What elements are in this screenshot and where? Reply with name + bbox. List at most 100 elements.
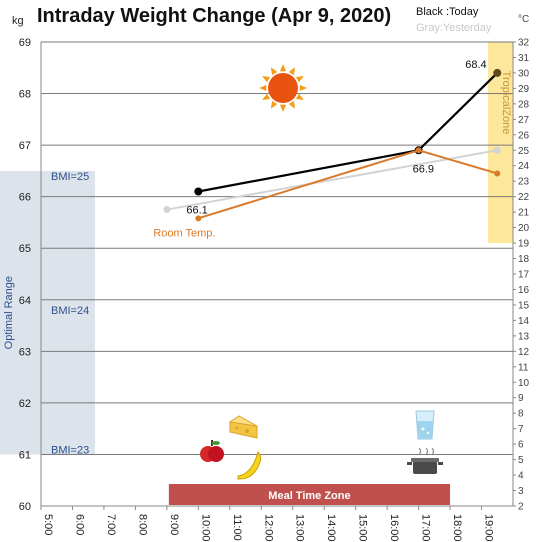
series-line-today — [198, 72, 499, 193]
apple-body-right — [208, 446, 224, 462]
data-label-today: 68.4 — [465, 59, 486, 71]
point-yesterday — [163, 206, 171, 214]
room-temp-label: Room Temp. — [153, 227, 215, 239]
tropical-zone-label: TropicalZone — [500, 71, 512, 135]
y2-tick-label: 2 — [518, 502, 524, 513]
point-today — [493, 68, 502, 77]
cheese-hole — [235, 426, 239, 430]
y-tick-label: 61 — [19, 449, 31, 461]
sun-ray — [279, 104, 287, 112]
data-label-today: 66.9 — [413, 163, 434, 175]
x-tick-label: 16:00 — [388, 514, 400, 542]
pot-handle — [407, 462, 412, 465]
point-today — [194, 187, 203, 196]
y2-tick-label: 16 — [518, 285, 530, 296]
sun-ray — [295, 76, 304, 83]
y-tick-label: 68 — [19, 89, 31, 101]
y-axis-title: kg — [12, 15, 24, 27]
x-tick-label: 12:00 — [262, 514, 274, 542]
data-label-today: 66.1 — [186, 205, 207, 217]
y2-tick-label: 6 — [518, 440, 524, 451]
y-tick-label: 66 — [19, 192, 31, 204]
y-tick-label: 69 — [19, 37, 31, 49]
point-room-temp — [415, 147, 422, 154]
y2-tick-label: 20 — [518, 223, 530, 234]
y2-tick-label: 23 — [518, 177, 530, 188]
y2-tick-label: 15 — [518, 300, 530, 311]
y2-tick-label: 22 — [518, 192, 530, 203]
sun-core — [268, 73, 298, 103]
bmi-label: BMI=24 — [51, 305, 89, 317]
series-line-yesterday — [166, 149, 498, 211]
y2-tick-label: 31 — [518, 53, 530, 64]
sun-ray — [299, 84, 307, 92]
x-tick-label: 18:00 — [451, 514, 463, 542]
y-tick-label: 60 — [19, 501, 31, 513]
y2-tick-label: 29 — [518, 84, 530, 95]
sun-ray — [271, 67, 278, 76]
y2-tick-label: 19 — [518, 239, 530, 250]
water-glass-icon — [415, 410, 435, 440]
point-room-temp — [494, 170, 501, 177]
y2-tick-label: 14 — [518, 316, 530, 327]
y2-tick-label: 18 — [518, 254, 530, 265]
y2-tick-label: 24 — [518, 161, 530, 172]
y2-tick-label: 26 — [518, 130, 530, 141]
glass-water — [417, 421, 433, 439]
y2-tick-label: 9 — [518, 393, 524, 404]
y2-tick-label: 11 — [518, 362, 529, 373]
optimal-range-label: Optimal Range — [3, 276, 15, 349]
y2-axis-title: °C — [518, 14, 529, 25]
tropical-zone-band — [488, 42, 513, 244]
apple-icon — [200, 440, 224, 462]
sun-ray — [262, 76, 271, 83]
sun-ray — [271, 100, 278, 109]
sun-ray — [279, 64, 287, 72]
y2-tick-label: 10 — [518, 378, 530, 389]
apple-leaf — [212, 441, 220, 445]
x-tick-label: 9:00 — [168, 514, 180, 535]
x-tick-label: 19:00 — [483, 514, 495, 542]
pot-lid — [411, 458, 439, 462]
meal-time-zone-label: Meal Time Zone — [268, 490, 350, 502]
y2-tick-label: 8 — [518, 409, 524, 420]
legend-today: Black :Today — [416, 6, 479, 18]
y-tick-label: 62 — [19, 398, 31, 410]
x-tick-label: 14:00 — [325, 514, 337, 542]
cooking-pot-icon — [407, 447, 443, 474]
banana-icon — [237, 451, 262, 480]
cheese-hole — [245, 429, 249, 433]
y2-tick-label: 4 — [518, 471, 524, 482]
legend-yesterday: Gray:Yesterday — [416, 22, 492, 34]
point-yesterday — [493, 146, 501, 154]
meal-time-zone-bar — [168, 484, 451, 505]
pot-steam — [418, 447, 435, 456]
sun-icon — [259, 64, 307, 112]
glass-bubble — [426, 431, 430, 435]
bmi-label: BMI=23 — [51, 444, 89, 456]
x-tick-label: 7:00 — [105, 514, 117, 535]
pot-body — [413, 461, 437, 474]
pot-handle — [438, 462, 443, 465]
y2-tick-label: 7 — [518, 424, 524, 435]
y2-tick-label: 13 — [518, 331, 530, 342]
y2-tick-label: 28 — [518, 99, 530, 110]
x-tick-label: 11:00 — [231, 514, 243, 541]
cheese-top — [228, 415, 258, 427]
series-line-room-temp — [198, 149, 498, 220]
optimal-range-band — [0, 170, 95, 455]
y2-tick-label: 32 — [518, 38, 530, 49]
x-tick-label: 5:00 — [42, 514, 54, 535]
y2-tick-label: 30 — [518, 68, 530, 79]
sun-ray — [262, 93, 271, 100]
y2-tick-label: 21 — [518, 208, 530, 219]
y2-tick-label: 17 — [518, 270, 530, 281]
x-tick-label: 13:00 — [294, 514, 306, 542]
sun-ray — [288, 100, 295, 109]
chart-title: Intraday Weight Change (Apr 9, 2020) — [37, 5, 391, 27]
point-room-temp — [195, 215, 202, 222]
sun-ray — [295, 93, 304, 100]
x-tick-label: 15:00 — [357, 514, 369, 542]
y-tick-label: 64 — [19, 295, 31, 307]
